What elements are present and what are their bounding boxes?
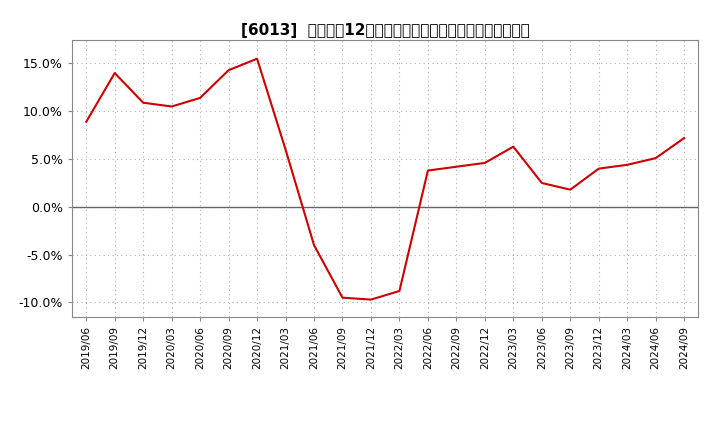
Title: [6013]  売上高の12か月移動合計の対前年同期増減率の推移: [6013] 売上高の12か月移動合計の対前年同期増減率の推移 — [240, 23, 530, 38]
